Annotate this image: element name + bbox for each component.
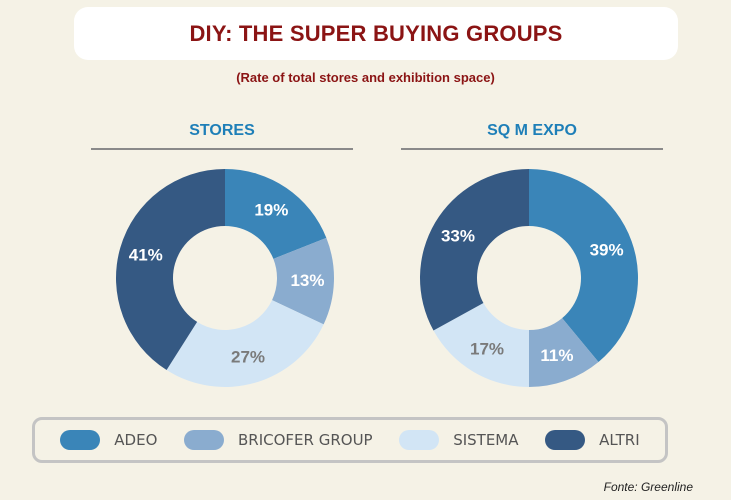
data-label-sistema: 27%	[231, 348, 265, 367]
donut-chart-sqm-expo: 39% 11% 17% 33%	[420, 169, 638, 387]
data-label-sistema: 17%	[470, 340, 504, 359]
legend-swatch-adeo	[60, 430, 101, 450]
donut-slice-sistema	[433, 303, 529, 387]
donut-slice-bricofer-group	[272, 237, 334, 325]
legend: ADEO BRICOFER GROUP SISTEMA ALTRI	[32, 417, 668, 463]
page-subtitle: (Rate of total stores and exhibition spa…	[236, 70, 495, 85]
donut-slice-adeo	[529, 169, 638, 362]
data-label-bricofer-group: 11%	[540, 346, 573, 365]
chart-title-sqm-expo: SQ M EXPO	[487, 122, 577, 139]
legend-swatch-bricofer-group	[184, 430, 224, 450]
data-label-altri: 41%	[129, 245, 163, 264]
legend-item-altri: ALTRI	[545, 430, 640, 450]
legend-item-bricofer-group: BRICOFER GROUP	[184, 430, 373, 450]
donut-slice-bricofer-group	[529, 318, 599, 387]
legend-swatch-altri	[545, 430, 586, 450]
legend-label-adeo: ADEO	[114, 431, 158, 449]
donut-slice-altri	[420, 169, 529, 331]
source-note: Fonte: Greenline	[603, 480, 693, 494]
donut-slice-adeo	[225, 169, 327, 259]
data-label-adeo: 19%	[254, 200, 288, 219]
legend-label-sistema: SISTEMA	[453, 431, 519, 449]
divider-stores	[91, 148, 353, 150]
title-banner: DIY: THE SUPER BUYING GROUPS	[74, 7, 678, 60]
data-label-bricofer-group: 13%	[290, 271, 324, 290]
data-label-altri: 33%	[441, 227, 475, 246]
legend-label-altri: ALTRI	[599, 431, 640, 449]
donut-chart-stores: 19% 13% 27% 41%	[116, 169, 334, 387]
legend-swatch-sistema	[399, 430, 440, 450]
legend-item-sistema: SISTEMA	[399, 430, 519, 450]
divider-sqm-expo	[401, 148, 663, 150]
legend-item-adeo: ADEO	[60, 430, 157, 450]
chart-title-stores: STORES	[189, 122, 255, 139]
donut-slice-sistema	[166, 300, 324, 387]
legend-label-bricofer-group: BRICOFER GROUP	[238, 431, 373, 449]
donut-slice-altri	[116, 169, 225, 371]
page-title: DIY: THE SUPER BUYING GROUPS	[189, 20, 563, 46]
data-label-adeo: 39%	[590, 241, 624, 260]
